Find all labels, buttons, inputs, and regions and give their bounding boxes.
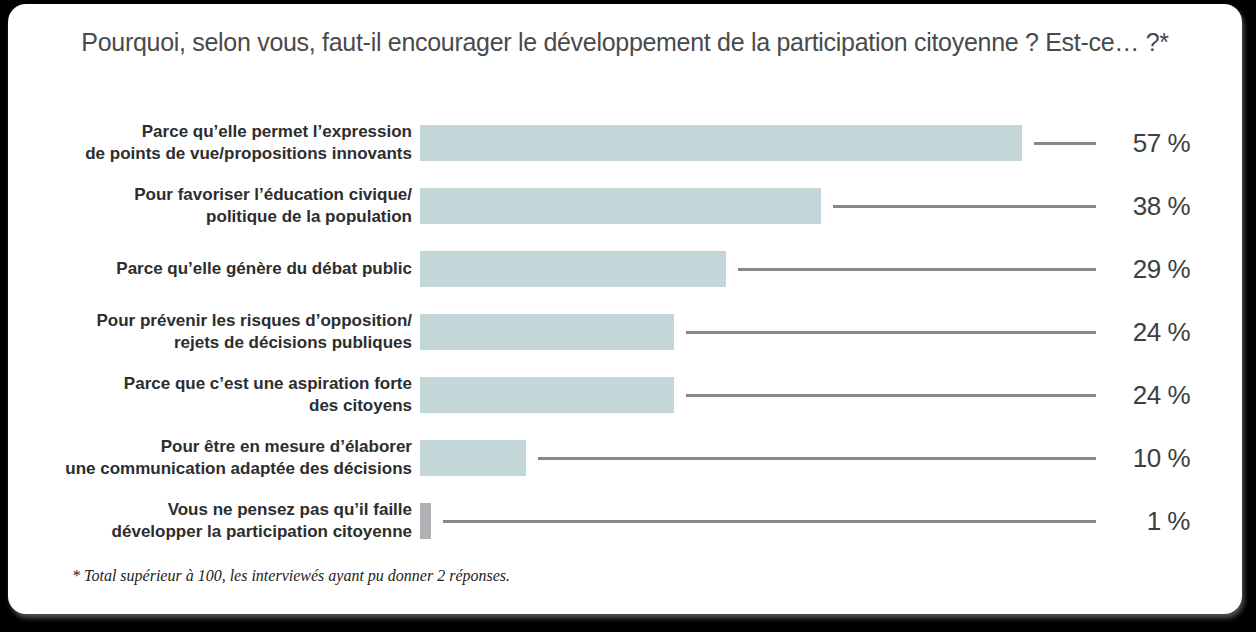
value-label: 24 % [1096,380,1190,411]
bar [420,377,674,413]
category-label-line: Parce qu’elle génère du débat public [30,258,412,280]
bar [420,503,431,539]
bar-track [420,251,1096,287]
bar [420,440,526,476]
bar-track [420,314,1096,350]
bar-track [420,377,1096,413]
category-label-line: politique de la population [30,206,412,228]
bar [420,188,821,224]
chart-row: Pour être en mesure d’élaborer une commu… [30,436,1190,480]
category-label: Pour favoriser l’éducation civique/ poli… [30,184,420,228]
category-label: Parce que c’est une aspiration forte des… [30,373,420,417]
connector-line [738,268,1096,271]
category-label-line: Parce que c’est une aspiration forte [30,373,412,395]
category-label-line: Pour prévenir les risques d’opposition/ [30,310,412,332]
bar-track [420,440,1096,476]
chart-row: Parce qu’elle permet l’expression de poi… [30,121,1190,165]
connector-line [1034,142,1096,145]
connector-line [833,205,1096,208]
category-label: Parce qu’elle génère du débat public [30,258,420,280]
category-label-line: une communication adaptée des décisions [30,458,412,480]
connector-line [686,331,1097,334]
category-label: Parce qu’elle permet l’expression de poi… [30,121,420,165]
category-label: Pour être en mesure d’élaborer une commu… [30,436,420,480]
connector-line [443,520,1096,523]
chart-row: Parce qu’elle génère du débat public 29 … [30,247,1190,291]
category-label-line: développer la participation citoyenne [30,521,412,543]
value-label: 1 % [1096,506,1190,537]
category-label-line: Parce qu’elle permet l’expression [30,121,412,143]
bar-chart: Parce qu’elle permet l’expression de poi… [8,121,1242,543]
category-label: Pour prévenir les risques d’opposition/ … [30,310,420,354]
connector-line [538,457,1096,460]
category-label-line: Pour favoriser l’éducation civique/ [30,184,412,206]
bar [420,125,1022,161]
value-label: 10 % [1096,443,1190,474]
chart-footnote: * Total supérieur à 100, les interviewés… [72,567,1242,585]
category-label-line: de points de vue/propositions innovants [30,143,412,165]
chart-title: Pourquoi, selon vous, faut-il encourager… [8,4,1242,59]
chart-row: Parce que c’est une aspiration forte des… [30,373,1190,417]
value-label: 57 % [1096,128,1190,159]
category-label-line: Pour être en mesure d’élaborer [30,436,412,458]
category-label-line: rejets de décisions publiques [30,332,412,354]
category-label: Vous ne pensez pas qu’il faille développ… [30,499,420,543]
chart-card: Pourquoi, selon vous, faut-il encourager… [8,4,1242,614]
category-label-line: Vous ne pensez pas qu’il faille [30,499,412,521]
connector-line [686,394,1097,397]
chart-row: Pour favoriser l’éducation civique/ poli… [30,184,1190,228]
bar-track [420,188,1096,224]
category-label-line: des citoyens [30,395,412,417]
bar [420,251,726,287]
value-label: 24 % [1096,317,1190,348]
chart-row: Vous ne pensez pas qu’il faille développ… [30,499,1190,543]
bar [420,314,674,350]
bar-track [420,125,1096,161]
value-label: 38 % [1096,191,1190,222]
bar-track [420,503,1096,539]
chart-row: Pour prévenir les risques d’opposition/ … [30,310,1190,354]
value-label: 29 % [1096,254,1190,285]
